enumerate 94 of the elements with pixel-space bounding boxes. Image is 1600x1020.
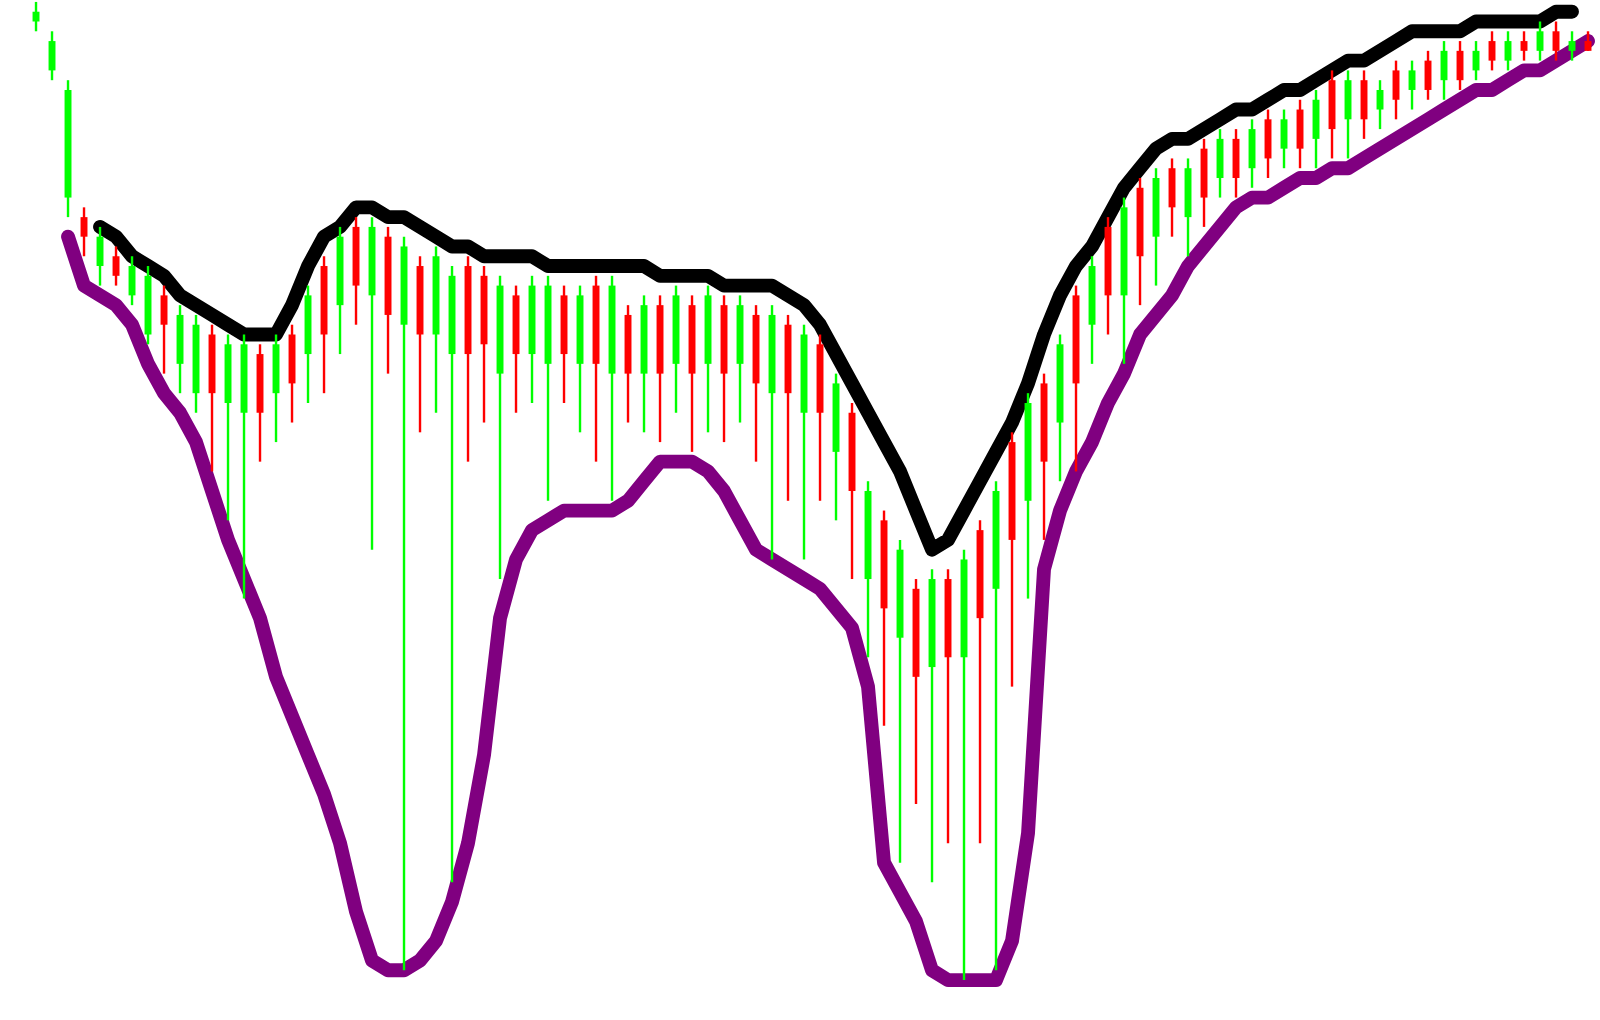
candlestick — [1104, 215, 1112, 336]
candlestick — [304, 284, 312, 405]
candlestick — [544, 274, 552, 502]
candlestick — [1120, 196, 1128, 366]
candlestick — [1488, 30, 1496, 72]
candlestick — [1168, 157, 1176, 238]
candlestick — [704, 284, 712, 434]
candlestick — [512, 284, 520, 414]
candlestick — [800, 323, 808, 561]
candlestick — [1136, 176, 1144, 307]
candlestick — [992, 480, 1000, 972]
candlestick — [1216, 127, 1224, 199]
candlestick — [160, 284, 168, 375]
candlestick — [960, 548, 968, 982]
candlestick — [752, 303, 760, 463]
candlestick — [816, 333, 824, 502]
candlestick — [1088, 255, 1096, 366]
candlestick — [208, 323, 216, 473]
candlestick — [1008, 431, 1016, 688]
candlestick — [1456, 39, 1464, 92]
candlestick — [176, 303, 184, 395]
candlestick — [656, 294, 664, 444]
candlestick — [464, 255, 472, 463]
candlestick — [640, 294, 648, 434]
candlestick — [1424, 49, 1432, 101]
candlestick — [320, 255, 328, 395]
candlestick — [336, 225, 344, 356]
candlestick — [768, 303, 776, 561]
candlestick — [288, 323, 296, 424]
candlestick — [1072, 284, 1080, 473]
candlestick — [192, 313, 200, 414]
candlestick — [1440, 39, 1448, 101]
candlestick — [80, 206, 88, 258]
candlestick — [1280, 108, 1288, 170]
candlestick — [864, 480, 872, 659]
candlestick — [1328, 69, 1336, 160]
candlestick — [1344, 69, 1352, 160]
candlestick — [592, 274, 600, 463]
candlestick — [352, 215, 360, 326]
candlestick — [496, 274, 504, 581]
candlestick — [880, 509, 888, 727]
candlestick — [1392, 59, 1400, 121]
candlestick — [480, 264, 488, 424]
candlestick — [96, 225, 104, 287]
candlestick — [128, 255, 136, 307]
candlestick — [784, 313, 792, 502]
candlestick — [400, 235, 408, 972]
candlestick — [528, 274, 536, 405]
candlestick — [1360, 69, 1368, 141]
candlestick — [672, 284, 680, 414]
candlestick — [1232, 127, 1240, 199]
candlestick — [1552, 20, 1560, 62]
candlestick — [272, 333, 280, 444]
candlestick — [224, 333, 232, 522]
candlestick — [1296, 98, 1304, 170]
candlestick — [624, 303, 632, 424]
candlestick — [736, 294, 744, 424]
candlestick — [928, 568, 936, 884]
candlestick — [368, 215, 376, 551]
candlestick — [720, 294, 728, 444]
candlestick — [944, 568, 952, 845]
candlestick — [1056, 333, 1064, 483]
candlestick — [144, 264, 152, 346]
candlestick — [912, 577, 920, 806]
candlestick — [112, 245, 120, 287]
candlestick — [1536, 20, 1544, 62]
candlestick — [1152, 167, 1160, 287]
candlestick — [432, 245, 440, 414]
candlestick — [1376, 78, 1384, 131]
candlestick — [1248, 118, 1256, 189]
candlestick — [976, 519, 984, 845]
candlestick — [1040, 372, 1048, 542]
candlestick — [384, 225, 392, 375]
candlestick — [848, 401, 856, 581]
candlestick — [896, 538, 904, 864]
candlestick — [560, 284, 568, 405]
candlestick — [1184, 157, 1192, 258]
candlestick — [1200, 137, 1208, 229]
candlestick — [608, 274, 616, 502]
candlestick — [240, 333, 248, 600]
candlestick — [1472, 39, 1480, 82]
candlestick — [576, 284, 584, 434]
candlestick — [1504, 30, 1512, 72]
candlestick — [64, 78, 72, 219]
candlestick — [1408, 59, 1416, 111]
candlestick — [688, 294, 696, 454]
candlestick — [832, 372, 840, 522]
candlestick — [448, 264, 456, 884]
candlestick — [1264, 108, 1272, 180]
candlestick — [416, 255, 424, 434]
candlestick — [1312, 88, 1320, 170]
candlestick — [256, 343, 264, 463]
candlestick — [1024, 391, 1032, 600]
candlestick — [48, 30, 56, 82]
